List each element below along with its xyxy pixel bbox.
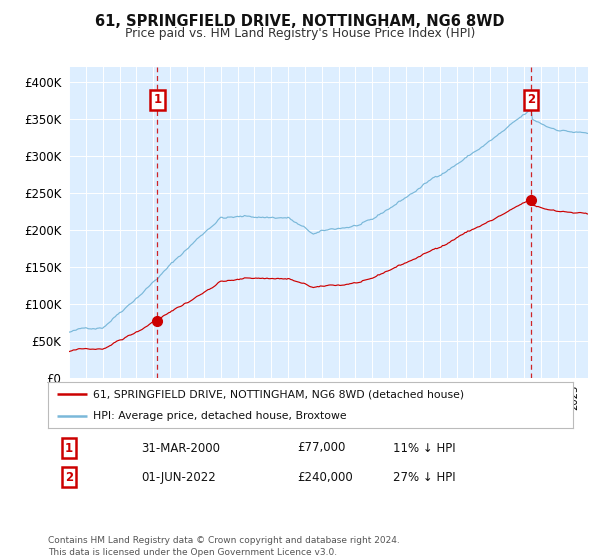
Text: £77,000: £77,000 <box>297 441 346 455</box>
Text: HPI: Average price, detached house, Broxtowe: HPI: Average price, detached house, Brox… <box>92 412 346 422</box>
Text: 61, SPRINGFIELD DRIVE, NOTTINGHAM, NG6 8WD (detached house): 61, SPRINGFIELD DRIVE, NOTTINGHAM, NG6 8… <box>92 389 464 399</box>
Text: 11% ↓ HPI: 11% ↓ HPI <box>393 441 455 455</box>
Text: 2: 2 <box>65 470 73 484</box>
Text: 27% ↓ HPI: 27% ↓ HPI <box>393 470 455 484</box>
Text: Price paid vs. HM Land Registry's House Price Index (HPI): Price paid vs. HM Land Registry's House … <box>125 27 475 40</box>
Text: 1: 1 <box>65 441 73 455</box>
Text: 01-JUN-2022: 01-JUN-2022 <box>141 470 216 484</box>
Text: 31-MAR-2000: 31-MAR-2000 <box>141 441 220 455</box>
Text: 1: 1 <box>154 94 161 106</box>
Text: 2: 2 <box>527 94 535 106</box>
Text: £240,000: £240,000 <box>297 470 353 484</box>
Text: Contains HM Land Registry data © Crown copyright and database right 2024.
This d: Contains HM Land Registry data © Crown c… <box>48 536 400 557</box>
Text: 61, SPRINGFIELD DRIVE, NOTTINGHAM, NG6 8WD: 61, SPRINGFIELD DRIVE, NOTTINGHAM, NG6 8… <box>95 14 505 29</box>
